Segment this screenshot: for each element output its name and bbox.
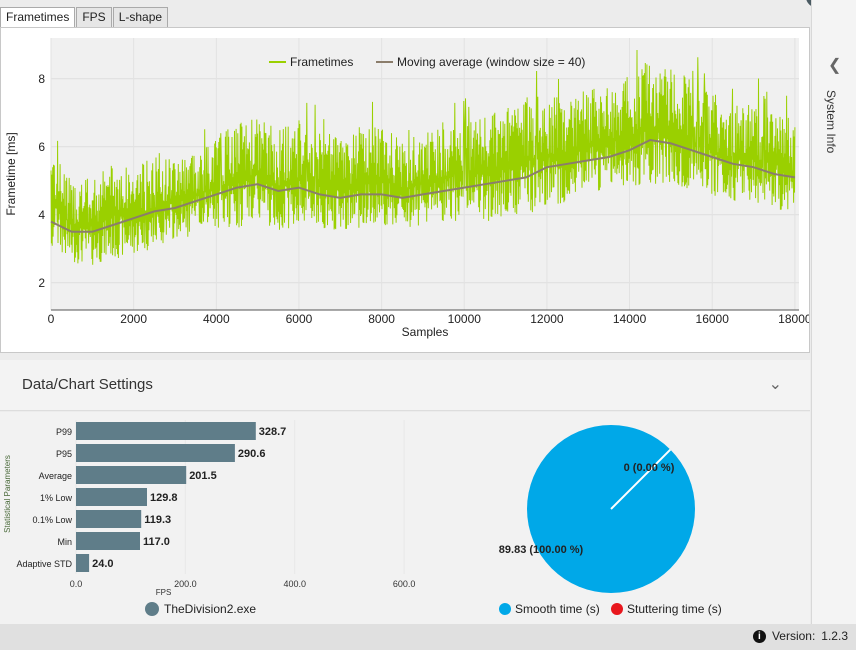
x-tick-label: 16000 xyxy=(696,312,730,326)
x-tick-label: 6000 xyxy=(286,312,313,326)
chevron-down-icon[interactable]: ⌄ xyxy=(768,376,782,393)
x-tick-label: 8000 xyxy=(368,312,395,326)
bar-category-label: Adaptive STD xyxy=(16,559,72,569)
frametimes-series-line xyxy=(50,49,796,265)
bar-category-label: P95 xyxy=(56,449,72,459)
data-chart-settings-header[interactable]: Data/Chart Settings ⌄ xyxy=(0,360,810,411)
bar-x-axis-label: FPS xyxy=(156,588,172,597)
x-tick-label: 14000 xyxy=(613,312,647,326)
bar-x-tick-label: 400.0 xyxy=(283,579,306,589)
tab-l-shape[interactable]: L-shape xyxy=(112,7,169,27)
version-value: 1.2.3 xyxy=(821,629,848,643)
y-axis-label: Frametime [ms] xyxy=(4,132,18,215)
bar-p99 xyxy=(76,422,256,440)
info-icon[interactable]: i xyxy=(752,629,766,643)
legend-label-process: TheDivision2.exe xyxy=(164,602,256,616)
legend-swatch-stuttering xyxy=(611,603,623,615)
x-tick-label: 0 xyxy=(48,312,55,326)
bar-0-1-low xyxy=(76,510,142,528)
system-info-label[interactable]: System Info xyxy=(824,90,838,154)
statistics-bar-chart: 0.0 200.0 400.0 600.0 P99 328.7 P95 290.6 Averag… xyxy=(3,420,416,616)
bar-min xyxy=(76,532,140,550)
legend-swatch-process xyxy=(145,602,159,616)
bar-x-tick-label: 0.0 xyxy=(70,579,83,589)
bar-adaptive-std xyxy=(76,554,90,572)
bar-x-tick-label: 600.0 xyxy=(393,579,416,589)
x-tick-label: 2000 xyxy=(120,312,147,326)
legend-label-moving-average: Moving average (window size = 40) xyxy=(397,55,585,69)
bar-value-label: 201.5 xyxy=(189,470,217,482)
legend-label-smooth: Smooth time (s) xyxy=(515,602,600,616)
x-tick-label: 4000 xyxy=(203,312,230,326)
x-tick-label: 12000 xyxy=(530,312,564,326)
frametimes-chart: 2 4 6 8 0 2000 4000 6000 8000 10000 12000 14000 1600… xyxy=(4,38,812,339)
bar-1-low xyxy=(76,488,147,506)
pie-label-stuttering: 0 (0.00 %) xyxy=(624,462,675,474)
stutter-pie-chart: 0 (0.00 %) 89.83 (100.00 %) Smooth time (s… xyxy=(499,425,722,616)
version-label: Version: xyxy=(771,629,816,643)
chart-tabs: Frametimes FPS L-shape xyxy=(0,7,169,27)
x-tick-label: 18000 xyxy=(778,312,809,326)
pie-slice-divider xyxy=(610,448,672,510)
bar-value-label: 290.6 xyxy=(238,448,266,460)
bar-category-label: Average xyxy=(39,471,72,481)
pie-label-smooth: 89.83 (100.00 %) xyxy=(499,544,584,556)
chevron-left-icon[interactable]: ❮ xyxy=(828,57,842,74)
legend-label-frametimes: Frametimes xyxy=(290,55,353,69)
y-tick-label: 2 xyxy=(38,276,45,290)
status-bar: i Version: 1.2.3 xyxy=(0,624,856,650)
bar-x-tick-label: 200.0 xyxy=(174,579,197,589)
bar-value-label: 328.7 xyxy=(259,426,287,438)
y-tick-label: 8 xyxy=(38,72,45,86)
bar-value-label: 119.3 xyxy=(144,514,171,526)
legend-swatch-smooth xyxy=(499,603,511,615)
bar-average xyxy=(76,466,187,484)
bar-value-label: 129.8 xyxy=(150,492,178,504)
bar-category-label: 1% Low xyxy=(40,493,73,503)
statistics-panel: 0.0 200.0 400.0 600.0 P99 328.7 P95 290.6 Averag… xyxy=(0,412,810,624)
legend-label-stuttering: Stuttering time (s) xyxy=(627,602,722,616)
tab-fps[interactable]: FPS xyxy=(76,7,112,27)
y-tick-label: 4 xyxy=(38,208,45,222)
system-info-panel[interactable]: ❮ System Info xyxy=(811,0,856,624)
tab-frametimes[interactable]: Frametimes xyxy=(0,7,76,27)
y-tick-label: 6 xyxy=(38,140,45,154)
version-info: i Version: 1.2.3 xyxy=(752,629,848,643)
moving-average-series-line xyxy=(50,138,796,233)
x-tick-label: 10000 xyxy=(448,312,482,326)
bar-y-axis-label: Statistical Parameters xyxy=(3,455,12,533)
x-axis-label: Samples xyxy=(402,325,449,339)
settings-title: Data/Chart Settings xyxy=(22,376,153,393)
bar-category-label: Min xyxy=(57,537,72,547)
bar-p95 xyxy=(76,444,235,462)
bar-category-label: P99 xyxy=(56,427,72,437)
bar-value-label: 117.0 xyxy=(143,536,170,548)
bar-category-label: 0.1% Low xyxy=(32,515,72,525)
frametimes-chart-panel: 2 4 6 8 0 2000 4000 6000 8000 10000 12000 14000 1600… xyxy=(0,27,812,353)
bar-value-label: 24.0 xyxy=(92,558,113,570)
